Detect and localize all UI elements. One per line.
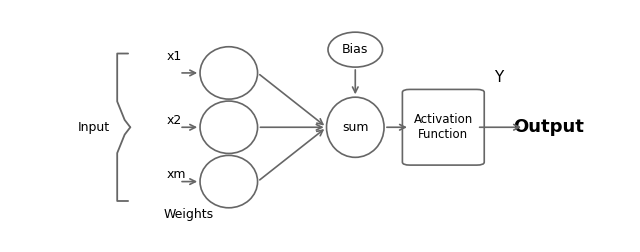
Ellipse shape — [328, 32, 383, 67]
Text: Activation
Function: Activation Function — [413, 113, 473, 141]
Text: x1: x1 — [167, 50, 182, 63]
FancyBboxPatch shape — [403, 89, 484, 165]
Ellipse shape — [326, 97, 384, 157]
Text: Y: Y — [495, 70, 504, 85]
Ellipse shape — [200, 155, 257, 208]
Text: xm: xm — [167, 168, 186, 181]
Text: Input: Input — [78, 121, 110, 134]
Text: Output: Output — [513, 118, 584, 136]
Ellipse shape — [200, 47, 257, 99]
Text: sum: sum — [342, 121, 369, 134]
Text: x2: x2 — [167, 114, 182, 127]
Text: Weights: Weights — [164, 208, 214, 221]
Text: Bias: Bias — [342, 43, 369, 56]
Ellipse shape — [200, 101, 257, 153]
